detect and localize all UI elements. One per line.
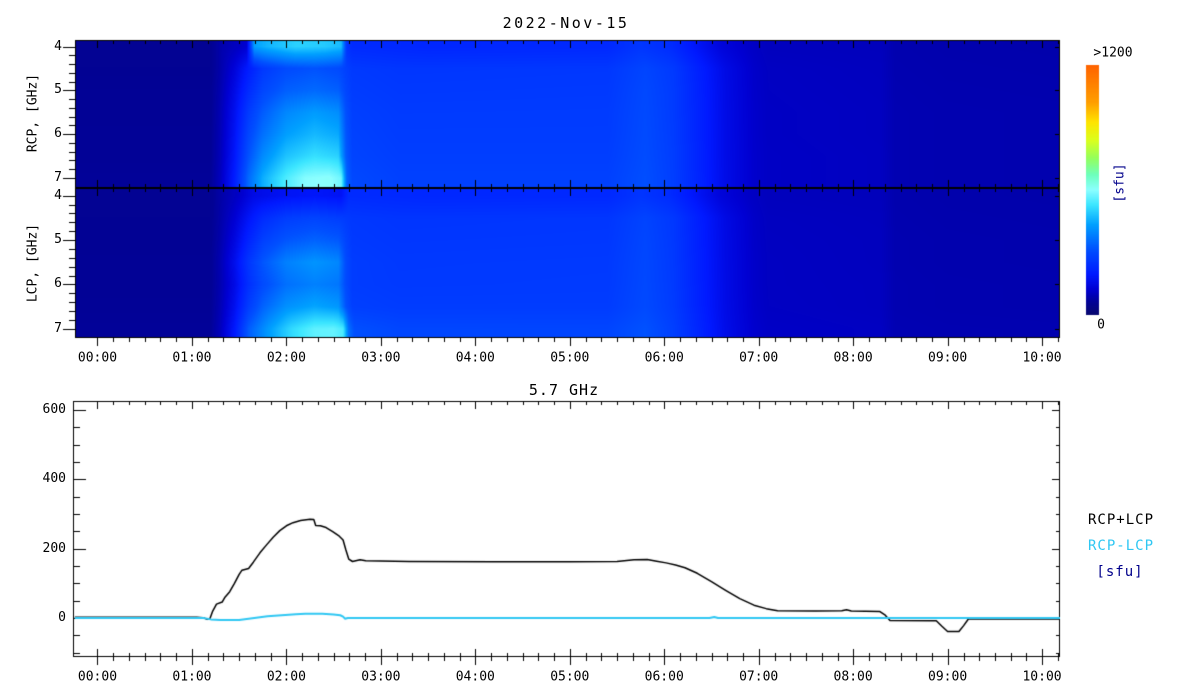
lightcurve-canvas bbox=[0, 380, 1200, 700]
top-x-tick-label: 06:00 bbox=[644, 350, 684, 366]
top-x-tick-label: 02:00 bbox=[266, 350, 306, 366]
colorbar-min-label: 0 bbox=[1097, 317, 1105, 333]
flux-y-tick-label: 400 bbox=[42, 471, 66, 486]
lcp-freq-tick-label: 5 bbox=[54, 232, 62, 247]
bottom-x-tick-label: 04:00 bbox=[455, 669, 495, 685]
dynamic-spectrum-canvas bbox=[0, 0, 1200, 380]
lcp-freq-tick-label: 7 bbox=[54, 321, 62, 336]
colorbar-max-label: >1200 bbox=[1093, 45, 1133, 61]
flux-y-tick-label: 200 bbox=[42, 541, 66, 556]
date-title: 2022-Nov-15 bbox=[502, 14, 630, 32]
top-x-tick-label: 01:00 bbox=[172, 350, 212, 366]
lcp-freq-tick-label: 4 bbox=[54, 188, 62, 203]
rcp-freq-tick-label: 5 bbox=[54, 82, 62, 97]
top-x-tick-label: 05:00 bbox=[550, 350, 590, 366]
lightcurve-title: 5.7 GHz bbox=[528, 381, 600, 399]
colorbar-unit-label: [sfu] bbox=[1112, 163, 1128, 203]
top-x-tick-label: 04:00 bbox=[455, 350, 495, 366]
bottom-x-tick-label: 03:00 bbox=[361, 669, 401, 685]
bottom-x-tick-label: 07:00 bbox=[739, 669, 779, 685]
bottom-x-tick-label: 06:00 bbox=[644, 669, 684, 685]
legend-total-flux: RCP+LCP bbox=[1087, 512, 1155, 528]
legend-units: [sfu] bbox=[1096, 564, 1144, 580]
bottom-x-tick-label: 08:00 bbox=[833, 669, 873, 685]
rcp-freq-tick-label: 4 bbox=[54, 39, 62, 54]
bottom-x-tick-label: 05:00 bbox=[550, 669, 590, 685]
top-x-tick-label: 07:00 bbox=[739, 350, 779, 366]
bottom-x-tick-label: 10:00 bbox=[1022, 669, 1062, 685]
top-x-tick-label: 10:00 bbox=[1022, 350, 1062, 366]
bottom-x-tick-label: 01:00 bbox=[172, 669, 212, 685]
flux-y-tick-label: 0 bbox=[58, 610, 66, 625]
top-x-tick-label: 00:00 bbox=[77, 350, 118, 366]
bottom-x-tick-label: 02:00 bbox=[266, 669, 306, 685]
lcp-freq-tick-label: 6 bbox=[54, 276, 62, 291]
bottom-x-tick-label: 00:00 bbox=[77, 669, 118, 685]
legend-polarization: RCP-LCP bbox=[1087, 538, 1155, 554]
top-x-tick-label: 09:00 bbox=[928, 350, 968, 366]
top-x-tick-label: 03:00 bbox=[361, 350, 401, 366]
rcp-freq-tick-label: 7 bbox=[54, 170, 62, 185]
rcp-freq-tick-label: 6 bbox=[54, 126, 62, 141]
top-x-tick-label: 08:00 bbox=[833, 350, 873, 366]
flux-y-tick-label: 600 bbox=[42, 402, 66, 417]
bottom-x-tick-label: 09:00 bbox=[928, 669, 968, 685]
